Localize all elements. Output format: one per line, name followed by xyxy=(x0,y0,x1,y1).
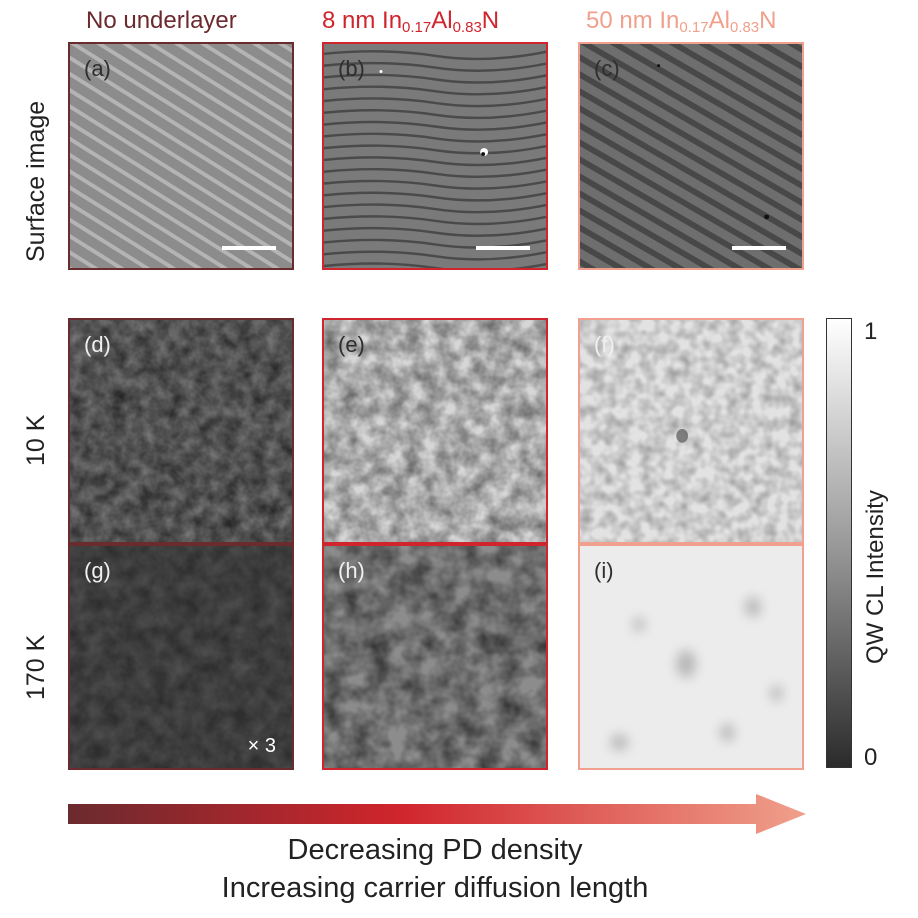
panel-label-b: (b) xyxy=(338,56,365,81)
caption-line-1: Decreasing PD density xyxy=(287,834,583,866)
panel-b-surface: (b) xyxy=(322,42,548,270)
row-label-10k: 10 K xyxy=(22,414,50,466)
panel-label-c: (c) xyxy=(594,56,620,81)
panel-label-g: (g) xyxy=(84,558,111,583)
panel-label-h: (h) xyxy=(338,558,365,583)
panel-label-d: (d) xyxy=(84,332,111,357)
row-label-170k: 170 K xyxy=(22,634,50,700)
panel-g-cl-170k: (g) × 3 xyxy=(68,544,294,770)
scale-bar xyxy=(732,246,786,250)
cl-map-i xyxy=(580,546,802,768)
gradient-arrow xyxy=(68,794,806,834)
intensity-multiplier-label: × 3 xyxy=(247,735,276,757)
cl-map-d xyxy=(70,320,292,542)
panel-i-cl-170k: (i) xyxy=(578,544,804,770)
panel-a-surface: (a) xyxy=(68,42,294,270)
colorbar xyxy=(826,318,852,768)
panel-f-cl-10k: (f) xyxy=(578,318,804,544)
scale-bar xyxy=(476,246,530,250)
caption-line-2: Increasing carrier diffusion length xyxy=(221,872,649,904)
surface-texture-b xyxy=(324,44,546,268)
panel-c-surface: (c) xyxy=(578,42,804,270)
colorbar-min-label: 0 xyxy=(864,744,878,771)
scale-bar xyxy=(222,246,276,250)
cl-map-e xyxy=(324,320,546,542)
panel-label-a: (a) xyxy=(84,56,111,81)
column-title-50nm-inaln: 50 nm In0.17Al0.83N xyxy=(586,7,777,36)
panel-e-cl-10k: (e) xyxy=(322,318,548,544)
cl-map-g xyxy=(70,546,292,768)
panel-label-i: (i) xyxy=(594,558,614,583)
panel-d-cl-10k: (d) xyxy=(68,318,294,544)
column-title-no-underlayer: No underlayer xyxy=(86,7,237,34)
panel-label-e: (e) xyxy=(338,332,365,357)
colorbar-max-label: 1 xyxy=(864,318,878,345)
colorbar-title: QW CL Intensity xyxy=(862,490,889,664)
panel-label-f: (f) xyxy=(594,332,615,357)
surface-texture-a xyxy=(70,44,292,268)
panel-h-cl-170k: (h) xyxy=(322,544,548,770)
row-label-surface-image: Surface image xyxy=(22,100,50,262)
surface-texture-c xyxy=(580,44,802,268)
cl-map-f xyxy=(580,320,802,542)
column-title-8nm-inaln: 8 nm In0.17Al0.83N xyxy=(322,7,500,36)
cl-map-h xyxy=(324,546,546,768)
